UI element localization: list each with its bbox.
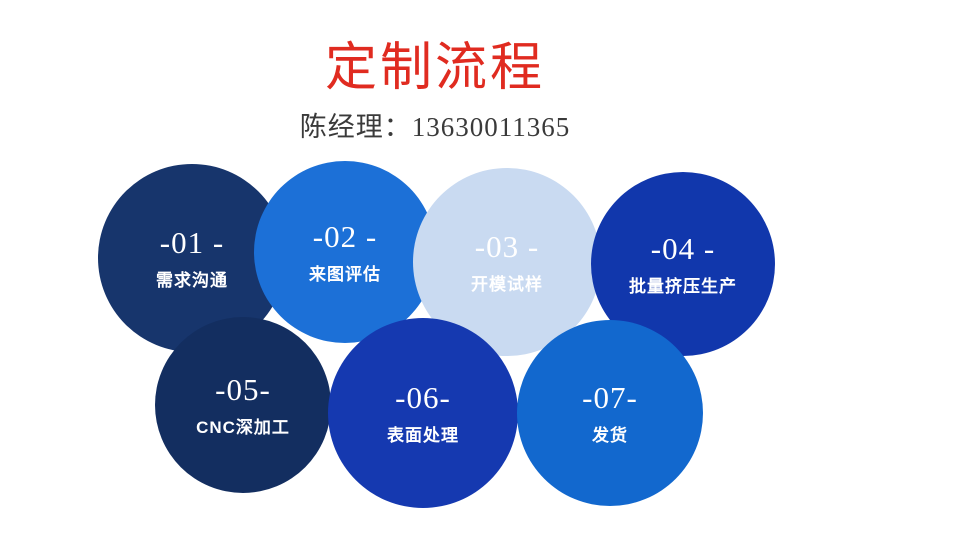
step-label: 需求沟通 bbox=[156, 271, 228, 290]
step-number: -03 - bbox=[474, 229, 540, 264]
step-circle-06: -06- 表面处理 bbox=[328, 318, 518, 508]
slide-header: 定制流程 陈经理：13630011365 bbox=[0, 0, 870, 144]
step-circle-02: -02 - 来图评估 bbox=[254, 161, 436, 343]
step-circle-05: -05- CNC深加工 bbox=[155, 317, 331, 493]
step-number: -07- bbox=[582, 380, 638, 415]
page-title: 定制流程 bbox=[324, 40, 545, 97]
step-number: -02 - bbox=[312, 219, 378, 254]
step-label: 开模试样 bbox=[471, 275, 543, 294]
contact-phone: 陈经理：13630011365 bbox=[299, 112, 571, 143]
step-label: 批量挤压生产 bbox=[629, 277, 737, 296]
step-number: -05- bbox=[215, 372, 271, 407]
step-number: -04 - bbox=[650, 231, 716, 266]
step-number: -06- bbox=[395, 380, 451, 415]
step-label: 来图评估 bbox=[309, 265, 381, 284]
step-circle-07: -07- 发货 bbox=[517, 320, 703, 506]
step-number: -01 - bbox=[159, 225, 225, 260]
step-label: 表面处理 bbox=[387, 426, 459, 445]
step-label: 发货 bbox=[592, 426, 628, 445]
step-label: CNC深加工 bbox=[196, 418, 290, 437]
